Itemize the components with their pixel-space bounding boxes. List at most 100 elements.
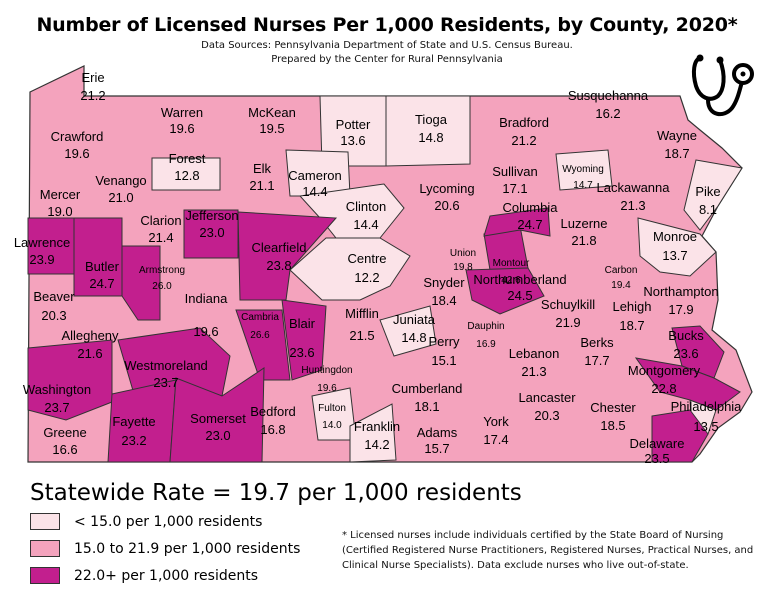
county-label-armstrong: Armstrong [139,265,185,276]
county-label-blair: Blair [289,316,316,331]
county-label-beaver: Beaver [33,289,75,304]
county-label-delaware: Delaware [630,436,685,451]
county-label-greene: Greene [43,425,86,440]
county-value-fayette: 23.2 [121,433,146,448]
county-shape-tioga [385,95,471,167]
county-label-venango: Venango [95,173,146,188]
county-label-cambria: Cambria [241,312,279,323]
county-label-philadelphia: Philadelphia [671,399,743,414]
county-label-bradford: Bradford [499,115,549,130]
legend-swatch-high [30,567,60,584]
county-shape-centre [289,237,411,301]
county-label-lawrence: Lawrence [14,235,70,250]
statewide-rate: Statewide Rate = 19.7 per 1,000 resident… [30,480,522,506]
legend-swatch-low [30,513,60,530]
county-value-wyoming: 14.7 [573,180,593,191]
county-label-clinton: Clinton [346,199,386,214]
county-value-warren: 19.6 [169,121,194,136]
county-shape-northumberland [465,267,545,315]
county-label-dauphin: Dauphin [467,321,504,332]
county-value-chester: 18.5 [600,418,625,433]
county-value-indiana: 19.6 [193,324,218,339]
county-value-clarion: 21.4 [148,230,173,245]
legend-label: 15.0 to 21.9 per 1,000 residents [74,540,301,557]
county-value-wayne: 18.7 [664,146,689,161]
stethoscope-icon [691,54,754,117]
county-shape-jefferson [183,209,239,259]
county-value-beaver: 20.3 [41,308,66,323]
county-value-mercer: 19.0 [47,204,72,219]
county-label-northumberland: Northumberland [473,272,566,287]
county-value-somerset: 23.0 [205,428,230,443]
legend-label: 22.0+ per 1,000 residents [74,567,258,584]
county-label-luzerne: Luzerne [561,216,608,231]
county-label-fulton: Fulton [318,403,346,414]
county-label-monroe: Monroe [653,229,697,244]
county-label-westmoreland: Westmoreland [124,358,208,373]
county-label-allegheny: Allegheny [61,328,119,343]
county-label-northampton: Northampton [643,284,718,299]
legend-swatch-mid [30,540,60,557]
county-label-lackawanna: Lackawanna [597,180,671,195]
county-shape-montgomery [634,357,741,411]
county-value-westmoreland: 23.7 [153,375,178,390]
county-label-mckean: McKean [248,105,296,120]
county-label-mifflin: Mifflin [345,306,379,321]
county-value-montour: 42.6 [501,275,521,286]
county-value-lehigh: 18.7 [619,318,644,333]
prepared-by: Prepared by the Center for Rural Pennsyl… [271,54,503,65]
county-label-cumberland: Cumberland [392,381,463,396]
county-label-bedford: Bedford [250,404,296,419]
county-value-montgomery: 22.8 [651,381,676,396]
county-shape-clearfield [237,211,338,301]
county-shape-wyoming [555,149,613,191]
county-value-pike: 8.1 [699,202,717,217]
county-value-lebanon: 21.3 [521,364,546,379]
county-label-jefferson: Jefferson [185,208,238,223]
county-value-blair: 23.6 [289,345,314,360]
county-label-montour: Montour [493,258,530,269]
county-label-wayne: Wayne [657,128,697,143]
county-label-snyder: Snyder [423,275,465,290]
county-value-centre: 12.2 [354,270,379,285]
county-label-wyoming: Wyoming [562,164,604,175]
county-label-tioga: Tioga [415,112,448,127]
county-shape-juniata [379,305,437,357]
county-value-cameron: 14.4 [302,184,327,199]
county-value-venango: 21.0 [108,190,133,205]
county-shape-columbia [483,207,551,237]
county-label-huntingdon: Huntingdon [301,365,352,376]
county-value-perry: 15.1 [431,353,456,368]
county-label-lycoming: Lycoming [419,181,474,196]
county-value-allegheny: 21.6 [77,346,102,361]
county-value-snyder: 18.4 [431,293,456,308]
county-label-clearfield: Clearfield [252,240,307,255]
county-label-cameron: Cameron [288,168,341,183]
county-value-cumberland: 18.1 [414,399,439,414]
county-shape-cambria [235,309,291,381]
county-label-butler: Butler [85,259,120,274]
county-label-forest: Forest [169,151,206,166]
county-label-washington: Washington [23,382,91,397]
county-label-lancaster: Lancaster [518,390,576,405]
county-label-elk: Elk [253,161,272,176]
county-label-pike: Pike [695,184,720,199]
county-value-huntingdon: 19.6 [317,383,337,394]
data-sources: Data Sources: Pennsylvania Department of… [201,40,573,51]
county-label-susquehanna: Susquehanna [568,88,649,103]
county-value-clinton: 14.4 [353,217,378,232]
county-label-lebanon: Lebanon [509,346,560,361]
county-value-adams: 15.7 [424,441,449,456]
county-value-butler: 24.7 [89,276,114,291]
county-value-jefferson: 23.0 [199,225,224,240]
county-label-carbon: Carbon [605,265,638,276]
county-label-sullivan: Sullivan [492,164,538,179]
county-value-susquehanna: 16.2 [595,106,620,121]
county-label-berks: Berks [580,335,614,350]
county-value-fulton: 14.0 [322,420,342,431]
county-value-lackawanna: 21.3 [620,198,645,213]
county-value-mckean: 19.5 [259,121,284,136]
county-value-cambria: 26.6 [250,330,270,341]
county-value-york: 17.4 [483,432,508,447]
county-value-franklin: 14.2 [364,437,389,452]
